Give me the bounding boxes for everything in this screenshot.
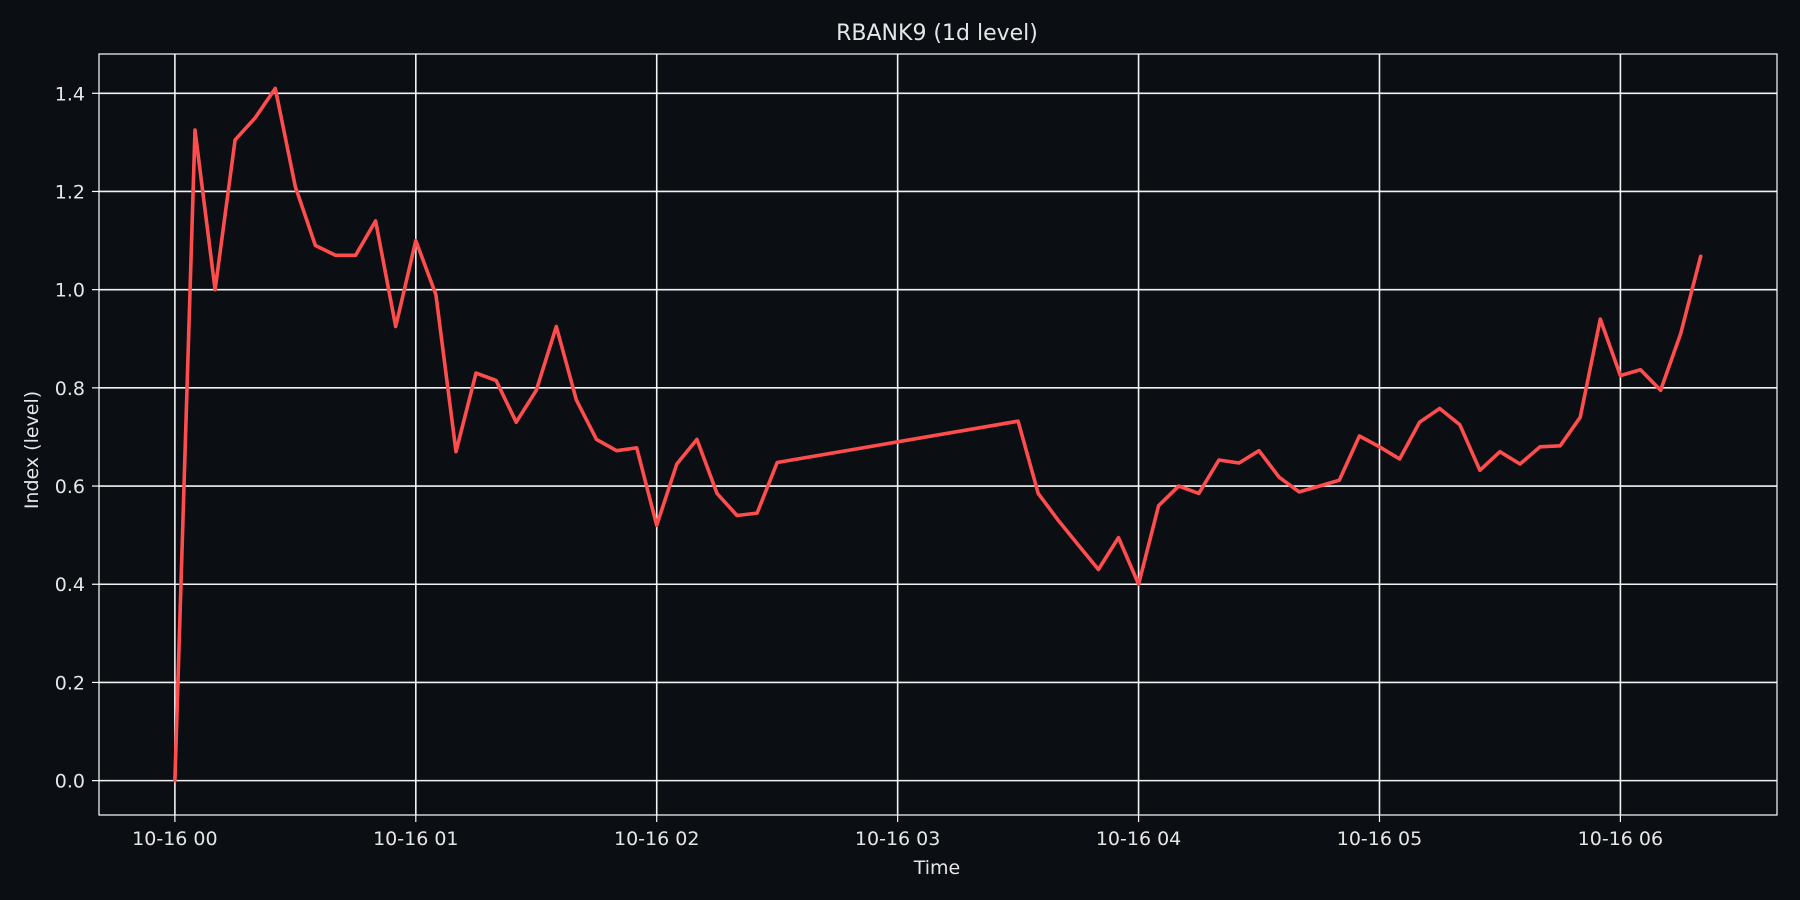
y-tick-label: 0.8 bbox=[55, 378, 85, 400]
y-tick-label: 0.4 bbox=[55, 574, 85, 596]
y-axis-ticks: 0.0 0.2 0.4 0.6 0.8 1.0 1.2 1.4 bbox=[55, 83, 99, 793]
x-tick-label: 10-16 04 bbox=[1096, 828, 1181, 850]
plot-frame bbox=[98, 53, 1778, 816]
y-tick-label: 1.0 bbox=[55, 280, 85, 302]
y-tick-label: 0.6 bbox=[55, 476, 85, 498]
x-axis-label: Time bbox=[913, 857, 961, 879]
y-axis-label: Index (level) bbox=[21, 391, 43, 509]
y-tick-label: 0.0 bbox=[55, 771, 85, 793]
x-tick-label: 10-16 01 bbox=[373, 828, 458, 850]
y-tick-label: 0.2 bbox=[55, 672, 85, 694]
x-tick-label: 10-16 00 bbox=[132, 828, 217, 850]
x-tick-label: 10-16 02 bbox=[614, 828, 699, 850]
x-tick-label: 10-16 05 bbox=[1337, 828, 1422, 850]
series-line-0 bbox=[173, 86, 1703, 783]
series-layer bbox=[173, 86, 1703, 783]
grid bbox=[99, 54, 1777, 815]
x-axis-ticks: 10-16 00 10-16 01 10-16 02 10-16 03 10-16 04… bbox=[132, 815, 1663, 850]
y-tick-label: 1.4 bbox=[55, 83, 85, 105]
x-tick-label: 10-16 03 bbox=[855, 828, 940, 850]
chart-title: RBANK9 (1d level) bbox=[836, 21, 1038, 46]
y-tick-label: 1.2 bbox=[55, 181, 85, 203]
x-tick-label: 10-16 06 bbox=[1578, 828, 1663, 850]
